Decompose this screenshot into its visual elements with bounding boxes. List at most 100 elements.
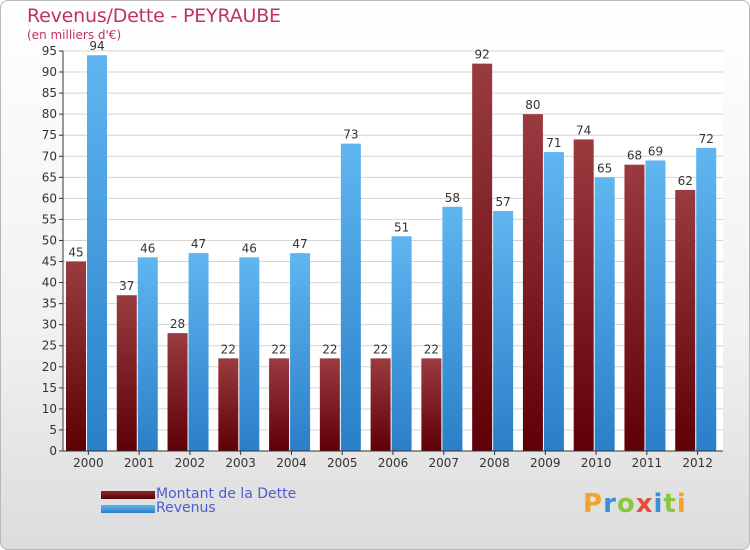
logo-letter: t: [663, 489, 677, 519]
y-tick-label: 55: [42, 212, 57, 226]
bar-revenus-2011: [645, 160, 666, 451]
proxiti-logo: Proxiti: [583, 489, 687, 519]
y-tick-label: 80: [42, 107, 57, 121]
data-label-revenus: 94: [89, 39, 104, 53]
value-labels: 45 94 37 46 28 47 22 46 22 47 22 73 22 51 22 58 92 57 80 71…: [68, 39, 714, 356]
x-tick-label: 2010: [581, 456, 612, 470]
legend-swatch-revenus: [101, 505, 155, 513]
logo-letter: x: [635, 489, 654, 519]
x-tick-label: 2006: [378, 456, 409, 470]
bar-dette-2009: [522, 114, 543, 451]
legend-swatch-debt: [101, 491, 155, 499]
data-label-dette: 92: [475, 48, 490, 62]
y-tick-label: 25: [42, 339, 57, 353]
data-label-dette: 62: [678, 174, 693, 188]
bar-revenus-2009: [543, 152, 564, 452]
bar-revenus-2000: [87, 55, 107, 452]
data-label-dette: 80: [525, 98, 540, 112]
bar-dette-2004: [269, 358, 290, 451]
data-label-revenus: 65: [597, 161, 612, 175]
bar-revenus-2006: [391, 236, 412, 451]
y-tick-label: 75: [42, 128, 57, 142]
chart-subtitle: (en milliers d'€): [27, 28, 122, 42]
y-tick-label: 95: [42, 44, 57, 58]
x-tick-label: 2007: [428, 456, 459, 470]
bar-dette-2005: [319, 358, 340, 451]
y-tick-label: 0: [49, 444, 57, 458]
y-tick-label: 50: [42, 233, 57, 247]
logo-letter: i: [653, 489, 664, 519]
legend-label-debt: Montant de la Dette: [156, 486, 297, 502]
y-tick-label: 85: [42, 86, 57, 100]
bar-revenus-2001: [137, 257, 158, 451]
data-label-revenus: 47: [191, 237, 206, 251]
logo-letter: P: [583, 489, 604, 519]
data-label-dette: 22: [322, 342, 337, 356]
bar-revenus-2012: [696, 147, 717, 451]
y-tick-label: 70: [42, 149, 57, 163]
bar-revenus-2003: [239, 257, 260, 451]
y-tick-label: 90: [42, 65, 57, 79]
bar-dette-2000: [66, 261, 86, 451]
x-tick-label: 2000: [73, 456, 104, 470]
bar-revenus-2008: [493, 211, 514, 451]
bar-dette-2003: [218, 358, 239, 451]
data-label-revenus: 51: [394, 220, 409, 234]
axes: 0 5 10 15 20 25 30 35 40 45 50 55 60 65 70 75 80 85 90 95 20…: [42, 44, 723, 470]
x-tick-label: 2011: [632, 456, 663, 470]
x-tick-label: 2001: [124, 456, 155, 470]
data-label-revenus: 57: [496, 195, 511, 209]
data-label-dette: 37: [119, 279, 134, 293]
data-label-revenus: 46: [242, 241, 257, 255]
data-label-dette: 22: [271, 342, 286, 356]
y-tick-label: 35: [42, 297, 57, 311]
bar-revenus-2005: [340, 143, 361, 451]
data-label-dette: 28: [170, 317, 185, 331]
bar-dette-2001: [116, 295, 137, 451]
data-label-revenus: 69: [648, 144, 663, 158]
bar-revenus-2002: [188, 253, 209, 451]
y-tick-label: 60: [42, 191, 57, 205]
x-tick-label: 2003: [225, 456, 256, 470]
y-tick-label: 40: [42, 276, 57, 290]
bars: [66, 55, 717, 452]
y-tick-label: 10: [42, 402, 57, 416]
x-tick-label: 2005: [327, 456, 358, 470]
data-label-revenus: 47: [292, 237, 307, 251]
x-tick-label: 2012: [682, 456, 713, 470]
bar-dette-2002: [167, 333, 188, 451]
x-tick-label: 2009: [530, 456, 561, 470]
bar-dette-2010: [573, 139, 594, 451]
logo-letter: o: [616, 489, 636, 519]
logo-letter: i: [676, 489, 687, 519]
bar-revenus-2007: [442, 206, 463, 451]
data-label-dette: 68: [627, 149, 642, 163]
bar-revenus-2010: [594, 177, 615, 451]
logo-letter: r: [603, 489, 617, 519]
data-label-dette: 45: [68, 246, 83, 260]
bar-dette-2007: [421, 358, 442, 451]
data-label-dette: 22: [221, 342, 236, 356]
bar-dette-2012: [675, 189, 696, 451]
x-tick-label: 2002: [175, 456, 206, 470]
y-tick-label: 20: [42, 360, 57, 374]
data-label-revenus: 73: [343, 128, 358, 142]
y-tick-label: 15: [42, 381, 57, 395]
bar-revenus-2004: [290, 253, 311, 451]
chart-title: Revenus/Dette - PEYRAUBE: [27, 5, 281, 27]
y-tick-label: 5: [49, 423, 57, 437]
data-label-dette: 22: [373, 342, 388, 356]
y-tick-label: 65: [42, 170, 57, 184]
x-tick-label: 2004: [276, 456, 307, 470]
data-label-revenus: 46: [140, 241, 155, 255]
data-label-revenus: 58: [445, 191, 460, 205]
y-tick-label: 45: [42, 255, 57, 269]
data-label-revenus: 72: [699, 132, 714, 146]
x-tick-label: 2008: [479, 456, 510, 470]
bar-dette-2008: [472, 63, 493, 451]
data-label-dette: 22: [424, 342, 439, 356]
data-label-dette: 74: [576, 123, 591, 137]
data-label-revenus: 71: [546, 136, 561, 150]
